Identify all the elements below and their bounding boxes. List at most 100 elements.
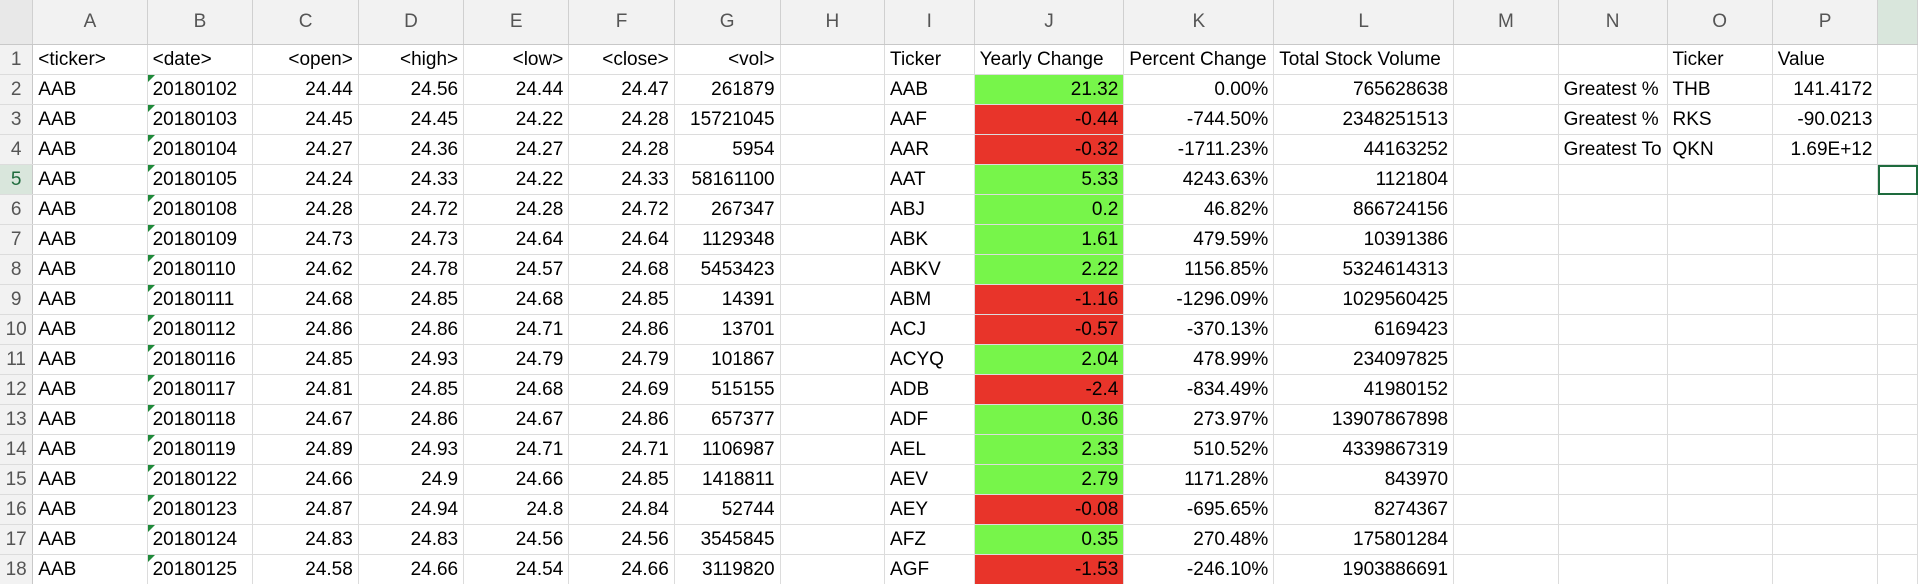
cell-g17[interactable]: 3545845 <box>674 524 781 555</box>
cell-i4[interactable]: AAR <box>884 134 975 165</box>
cell-i9[interactable]: ABM <box>884 284 975 315</box>
cell-m3[interactable] <box>1453 104 1559 135</box>
cell-j9[interactable]: -1.16 <box>974 284 1125 315</box>
cell-b18[interactable]: 20180125 <box>147 554 254 584</box>
cell-a3[interactable]: AAB <box>32 104 148 135</box>
cell-c7[interactable]: 24.73 <box>252 224 359 255</box>
cell-f14[interactable]: 24.71 <box>568 434 675 465</box>
column-header-c[interactable]: C <box>252 0 359 45</box>
cell-j2[interactable]: 21.32 <box>974 74 1125 105</box>
cell-p10[interactable] <box>1772 314 1879 345</box>
cell-h2[interactable] <box>780 74 886 105</box>
column-header-g[interactable]: G <box>674 0 781 45</box>
cell-f15[interactable]: 24.85 <box>568 464 675 495</box>
row-header[interactable]: 2 <box>0 74 34 105</box>
cell-k2[interactable]: 0.00% <box>1123 74 1275 105</box>
cell-c6[interactable]: 24.28 <box>252 194 359 225</box>
column-header-b[interactable]: B <box>147 0 254 45</box>
cell-k17[interactable]: 270.48% <box>1123 524 1275 555</box>
cell-q12[interactable] <box>1877 374 1918 405</box>
cell-j1[interactable]: Yearly Change <box>974 44 1125 75</box>
cell-l2[interactable]: 765628638 <box>1273 74 1455 105</box>
row-header[interactable]: 16 <box>0 494 34 525</box>
cell-d14[interactable]: 24.93 <box>358 434 465 465</box>
cell-b17[interactable]: 20180124 <box>147 524 254 555</box>
cell-p8[interactable] <box>1772 254 1879 285</box>
cell-o17[interactable] <box>1667 524 1773 555</box>
cell-j11[interactable]: 2.04 <box>974 344 1125 375</box>
cell-f16[interactable]: 24.84 <box>568 494 675 525</box>
cell-o4[interactable]: QKN <box>1667 134 1773 165</box>
column-header-f[interactable]: F <box>568 0 675 45</box>
cell-d1[interactable]: <high> <box>358 44 465 75</box>
cell-m10[interactable] <box>1453 314 1559 345</box>
cell-q3[interactable] <box>1877 104 1918 135</box>
cell-b14[interactable]: 20180119 <box>147 434 254 465</box>
cell-l16[interactable]: 8274367 <box>1273 494 1455 525</box>
cell-a12[interactable]: AAB <box>32 374 148 405</box>
column-header-n[interactable]: N <box>1558 0 1668 45</box>
cell-c15[interactable]: 24.66 <box>252 464 359 495</box>
row-header[interactable]: 17 <box>0 524 34 555</box>
cell-k5[interactable]: 4243.63% <box>1123 164 1275 195</box>
cell-k9[interactable]: -1296.09% <box>1123 284 1275 315</box>
cell-b1[interactable]: <date> <box>147 44 254 75</box>
cell-q16[interactable] <box>1877 494 1918 525</box>
cell-c1[interactable]: <open> <box>252 44 359 75</box>
cell-e1[interactable]: <low> <box>463 44 570 75</box>
cell-o1[interactable]: Ticker <box>1667 44 1773 75</box>
cell-o16[interactable] <box>1667 494 1773 525</box>
row-header[interactable]: 18 <box>0 554 34 584</box>
cell-j6[interactable]: 0.2 <box>974 194 1125 225</box>
cell-i12[interactable]: ADB <box>884 374 975 405</box>
select-all-corner[interactable] <box>0 0 34 45</box>
column-header-a[interactable]: A <box>32 0 148 45</box>
cell-m9[interactable] <box>1453 284 1559 315</box>
cell-p7[interactable] <box>1772 224 1879 255</box>
cell-j17[interactable]: 0.35 <box>974 524 1125 555</box>
cell-i2[interactable]: AAB <box>884 74 975 105</box>
cell-e9[interactable]: 24.68 <box>463 284 570 315</box>
cell-a17[interactable]: AAB <box>32 524 148 555</box>
cell-b8[interactable]: 20180110 <box>147 254 254 285</box>
cell-e16[interactable]: 24.8 <box>463 494 570 525</box>
cell-q10[interactable] <box>1877 314 1918 345</box>
cell-o18[interactable] <box>1667 554 1773 584</box>
cell-k13[interactable]: 273.97% <box>1123 404 1275 435</box>
cell-n15[interactable] <box>1558 464 1668 495</box>
cell-h9[interactable] <box>780 284 886 315</box>
cell-g2[interactable]: 261879 <box>674 74 781 105</box>
cell-p14[interactable] <box>1772 434 1879 465</box>
cell-n16[interactable] <box>1558 494 1668 525</box>
cell-g12[interactable]: 515155 <box>674 374 781 405</box>
cell-n1[interactable] <box>1558 44 1668 75</box>
cell-q17[interactable] <box>1877 524 1918 555</box>
cell-c17[interactable]: 24.83 <box>252 524 359 555</box>
cell-k14[interactable]: 510.52% <box>1123 434 1275 465</box>
cell-d5[interactable]: 24.33 <box>358 164 465 195</box>
cell-m5[interactable] <box>1453 164 1559 195</box>
row-header[interactable]: 13 <box>0 404 34 435</box>
cell-q18[interactable] <box>1877 554 1918 584</box>
column-header-h[interactable]: H <box>780 0 886 45</box>
cell-n3[interactable]: Greatest % <box>1558 104 1668 135</box>
cell-d17[interactable]: 24.83 <box>358 524 465 555</box>
cell-g11[interactable]: 101867 <box>674 344 781 375</box>
cell-k16[interactable]: -695.65% <box>1123 494 1275 525</box>
cell-a18[interactable]: AAB <box>32 554 148 584</box>
cell-c12[interactable]: 24.81 <box>252 374 359 405</box>
row-header[interactable]: 3 <box>0 104 34 135</box>
cell-k1[interactable]: Percent Change <box>1123 44 1275 75</box>
cell-n18[interactable] <box>1558 554 1668 584</box>
cell-h1[interactable] <box>780 44 886 75</box>
cell-b6[interactable]: 20180108 <box>147 194 254 225</box>
cell-l14[interactable]: 4339867319 <box>1273 434 1455 465</box>
cell-d11[interactable]: 24.93 <box>358 344 465 375</box>
cell-l9[interactable]: 1029560425 <box>1273 284 1455 315</box>
cell-n14[interactable] <box>1558 434 1668 465</box>
cell-p18[interactable] <box>1772 554 1879 584</box>
cell-c18[interactable]: 24.58 <box>252 554 359 584</box>
cell-c11[interactable]: 24.85 <box>252 344 359 375</box>
cell-c14[interactable]: 24.89 <box>252 434 359 465</box>
